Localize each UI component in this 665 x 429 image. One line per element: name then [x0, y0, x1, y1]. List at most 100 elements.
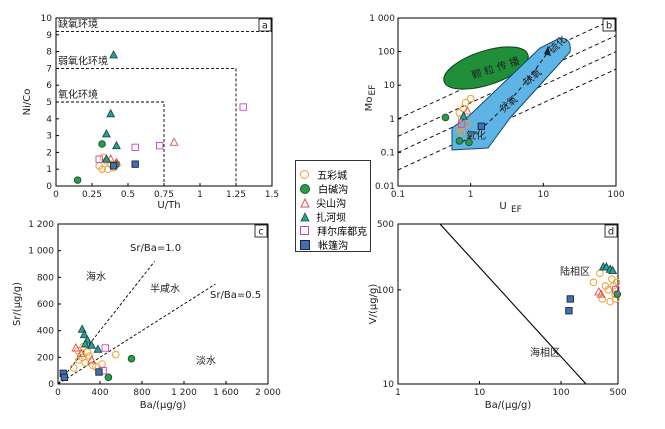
data-point-c [104, 373, 113, 382]
y-tick-label-a: 8 [46, 48, 52, 58]
data-point-b [455, 137, 464, 145]
legend-label: 白碱沟 [318, 185, 349, 196]
x-tick-label-b: 10 [538, 190, 550, 200]
ratio-label-05: Sr/Ba=0.5 [210, 290, 261, 301]
data-point-c [87, 355, 97, 364]
panel-tag-box-d [604, 224, 618, 238]
y-tick-label-c: 200 [37, 353, 54, 363]
y-axis-label-sub-b: EF [368, 85, 378, 96]
data-point-d [608, 275, 616, 283]
data-point-b [459, 111, 469, 120]
panel-tag-d: d [608, 227, 614, 238]
x-tick-label-d: 1 [395, 388, 401, 398]
data-point-d [609, 282, 618, 290]
x-tick-label-a: 1 [197, 190, 203, 200]
x-tick-label-d: 500 [609, 388, 626, 398]
y-tick-label-d: 500 [377, 220, 394, 230]
data-point-a [101, 154, 111, 163]
zone-boundary-a [56, 101, 165, 186]
x-tick-label-c: 0 [55, 388, 61, 398]
data-point-b [466, 94, 475, 103]
region-label-marine: 海相区 [530, 346, 560, 359]
legend-item-zhaheba: 扎河坝 [300, 206, 346, 224]
x-tick-label-d: 100 [552, 388, 569, 398]
data-point-c [79, 329, 89, 339]
y-tick-label-a: 4 [46, 115, 52, 125]
legend-item-baijiangou: 白碱沟 [300, 178, 348, 196]
y-tick-label-b: 0.01 [375, 182, 395, 192]
y-tick-label-a: 3 [46, 132, 52, 142]
data-point-c [71, 343, 81, 352]
x-tick-label-b: 0.1 [391, 190, 405, 200]
y-tick-label-a: 9 [46, 31, 52, 41]
facies-boundary-line [439, 223, 587, 385]
plot-frame-d [397, 223, 619, 385]
data-point-a [101, 128, 111, 138]
data-point-d [598, 295, 607, 303]
y-axis-label-b: Mo [364, 97, 375, 112]
y-tick-label-a: 1 [46, 165, 52, 175]
data-point-a [169, 137, 179, 146]
x-axis-label-a: U/Th [157, 200, 180, 211]
data-point-a [98, 165, 106, 173]
legend-label: 扎河坝 [316, 213, 347, 224]
panel-tag-box-c [254, 224, 268, 238]
plot-area-b [398, 18, 616, 171]
x-tick-label-c: 2 000 [255, 388, 281, 398]
region-label-oxic: 氧化 [466, 129, 486, 142]
ratio-line-c [57, 261, 155, 385]
x-tick-label-b: 1 [468, 190, 474, 200]
data-point-c [101, 344, 109, 352]
region-label-brackish: 半咸水 [150, 282, 180, 295]
data-point-a [109, 49, 119, 59]
legend-marker-square-filled [300, 239, 310, 250]
panel-tag-box-a [258, 18, 272, 32]
x-axis-label-c: Ba/(μg/g) [140, 400, 187, 411]
legend-label: 五彩城 [317, 171, 348, 182]
data-point-c [87, 340, 97, 349]
data-point-c [69, 364, 78, 372]
legend-item-zhangpenggou: 帐篷沟 [300, 234, 348, 252]
data-point-a [131, 143, 139, 152]
y-tick-label-d: 100 [377, 286, 394, 296]
x-tick-label-a: 1.5 [265, 190, 279, 200]
legend: 五彩城 白碱沟 尖山沟 扎河坝 拜尔库都克 帐篷沟 [295, 160, 371, 252]
data-point-d [612, 286, 620, 294]
y-tick-label-b: 1 [389, 115, 395, 125]
y-tick-label-c: 1 000 [28, 247, 54, 257]
ratio-label-1: Sr/Ba=1.0 [130, 243, 181, 254]
data-point-c [60, 373, 68, 381]
y-tick-label-a: 7 [46, 64, 52, 74]
data-point-d [565, 307, 573, 315]
trend-arrow [461, 51, 549, 143]
y-axis-label-a: Ni/Co [22, 89, 33, 116]
panel-tag-box-b [602, 18, 616, 32]
x-tick-label-c: 400 [91, 388, 108, 398]
data-point-b [462, 106, 472, 115]
panel-tag-a: a [262, 21, 268, 32]
y-tick-label-a: 10 [41, 14, 53, 24]
y-tick-label-a: 2 [46, 148, 52, 158]
legend-marker-triangle-open [300, 197, 310, 207]
trend-arrow-head [544, 46, 551, 56]
data-point-d [613, 290, 622, 298]
y-tick-label-c: 600 [37, 300, 54, 310]
x-tick-label-c: 1 200 [171, 388, 197, 398]
data-point-d [589, 278, 598, 287]
y-tick-label-c: 0 [48, 380, 54, 390]
x-axis-label-sub-b: EF [511, 205, 522, 215]
y-axis-label-d: V/(μg/g) [368, 284, 379, 325]
zone-label-a: 氧化环境 [58, 88, 98, 101]
y-tick-label-d: 10 [383, 380, 395, 390]
x-tick-label-a: 1.25 [226, 190, 246, 200]
x-tick-label-a: 0.5 [121, 190, 135, 200]
region-label-seawater: 海水 [86, 270, 106, 283]
unrestricted-trend-region [451, 37, 571, 151]
zone-label-a: 弱氧化环境 [58, 54, 108, 67]
y-tick-label-b: 10 [384, 81, 396, 91]
y-tick-label-b: 0.1 [381, 148, 395, 158]
y-tick-label-b: 100 [378, 48, 395, 58]
data-point-b [457, 128, 466, 136]
panel-tag-c: c [258, 227, 264, 238]
